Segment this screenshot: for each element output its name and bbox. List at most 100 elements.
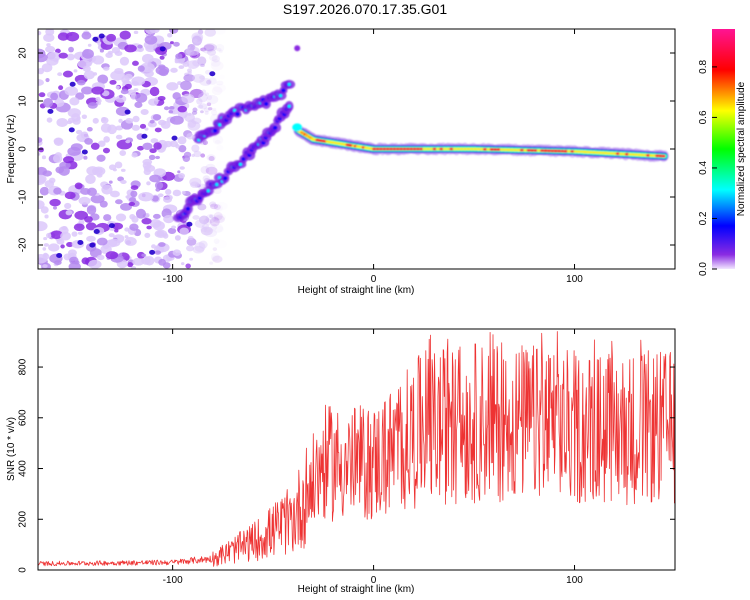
noise-blob [81,149,88,155]
band-core [466,147,471,151]
top-y-tick-label: -10 [18,189,29,204]
noise-blob [108,233,115,238]
noise-blob [38,53,48,63]
band-core [499,148,505,152]
noise-blob [210,203,219,210]
band-core [536,149,542,152]
noise-blob [137,65,145,72]
noise-blob [41,63,53,73]
noise-blob [163,140,173,148]
noise-blob [105,251,119,260]
noise-blob [183,74,195,82]
noise-blob [206,79,211,85]
noise-blob [115,125,124,131]
noise-blob [171,225,177,229]
noise-blob [216,144,224,151]
noise-blob [210,158,215,162]
noise-blob [102,147,111,154]
signal-bands [172,45,669,223]
branch-peak [218,123,222,127]
noise-blob [115,134,123,140]
noise-blob [148,154,156,161]
noise-blob [154,181,164,190]
noise-blob [141,217,152,225]
noise-blob [210,223,218,231]
noise-blob [124,44,137,53]
noise-blob [139,123,147,129]
band-core [452,147,458,151]
bottom-x-tick-label: -100 [163,575,183,586]
noise-blob [198,215,210,225]
noise-blob [96,237,108,246]
noise-blob [90,194,105,204]
noise-blob [125,139,131,144]
noise-blob [50,92,59,101]
noise-blob [158,242,166,247]
noise-blob [213,204,221,211]
branch-peak [215,183,219,187]
band-core [405,147,411,151]
noise-blob [86,127,93,132]
snr-frame [37,328,676,571]
noise-blob [115,213,127,222]
noise-blob [203,107,210,113]
noise-blob [68,127,75,133]
band-core [482,147,488,151]
noise-blob [192,59,202,67]
noise-blob [66,120,73,125]
noise-blob [149,86,160,97]
noise-blob [208,156,215,162]
top-y-ticks: -20 -10 0 10 20 [18,47,675,252]
noise-blob [146,225,152,230]
noise-blob [75,129,83,135]
noise-blob [97,140,106,148]
noise-blob [103,136,110,143]
noise-blob [85,174,96,185]
noise-blob [95,96,101,102]
bottom-x-tick-label: 100 [566,575,583,586]
band-core [550,149,555,153]
bottom-y-tick-label: 0 [18,567,29,573]
band-core [388,147,394,151]
noise-blob [124,109,131,115]
noise-blob [203,44,215,52]
noise-blob [158,68,169,77]
noise-blob [201,223,210,230]
band-core [402,147,407,151]
top-x-tick-label: 0 [371,274,377,285]
noise-blob [214,213,225,223]
noise-blob [39,186,50,196]
noise-blob [67,146,82,156]
colorbar-tick-label: 0.4 [698,161,709,175]
noise-blob [173,41,180,47]
noise-blob [213,217,219,222]
noise-blob [76,116,81,121]
top-x-tick-label: -100 [163,274,183,285]
noise-blob [201,89,207,94]
noise-blob [38,147,44,153]
noise-blob [158,258,167,266]
noise-blob [129,197,137,203]
noise-blob [197,104,204,109]
noise-blob [46,117,53,123]
noise-blob [167,32,173,38]
band-core [462,147,468,151]
noise-blob [100,123,112,133]
noise-blob [38,137,43,143]
noise-blob [209,71,216,77]
noise-blob [143,164,156,173]
noise-blob [48,243,60,252]
noise-blob [185,46,200,56]
band-core [486,147,491,151]
noise-blob [191,144,200,153]
noise-blob [68,46,74,53]
noise-blob [107,50,113,55]
band-core [415,147,421,151]
bottom-x-tick-label: 0 [371,575,377,586]
noise-blob [192,73,205,83]
noise-blob [200,165,210,174]
colorbar-ticks: 0.0 0.2 0.4 0.6 0.8 [698,60,717,276]
noise-blob [66,53,75,61]
noise-blob [149,218,162,228]
noise-blob [200,226,208,233]
